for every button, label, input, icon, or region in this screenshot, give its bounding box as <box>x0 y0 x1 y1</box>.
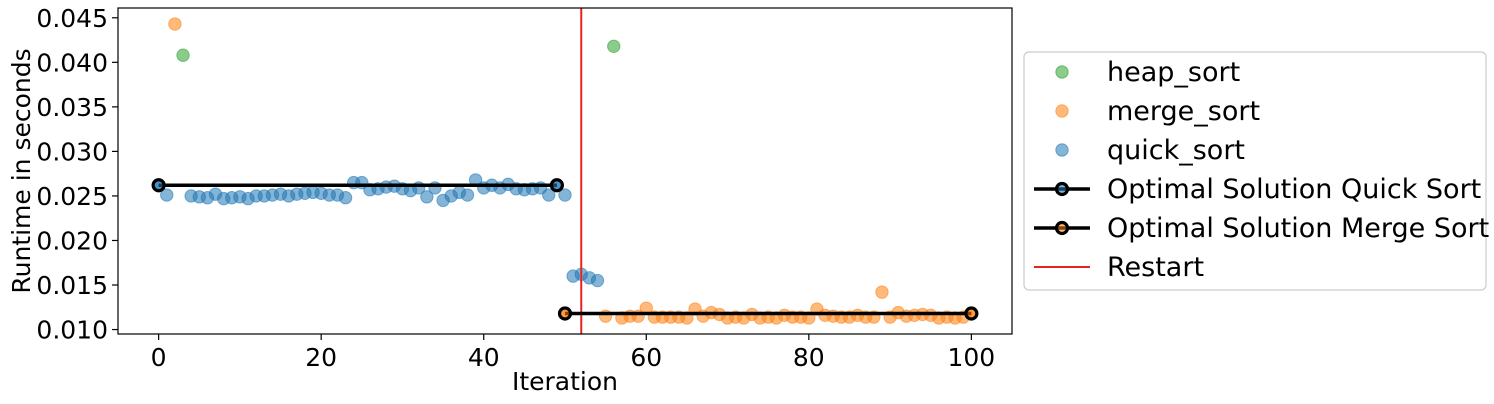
series-optimal-solution-quick-sort <box>151 178 564 193</box>
y-tick-label: 0.030 <box>36 137 108 166</box>
y-tick-label: 0.045 <box>36 4 108 33</box>
data-point <box>590 273 605 288</box>
legend-marker <box>1054 220 1070 236</box>
axes: 0 20 40 60 80 100 0.010 0.015 0.020 0.025 0.030 0.0… <box>7 4 1013 396</box>
y-tick-label: 0.035 <box>36 93 108 122</box>
data-point <box>168 17 182 31</box>
y-tick-label: 0.025 <box>36 182 108 211</box>
data-point <box>558 188 572 202</box>
legend-item: quick_sort <box>1055 135 1245 166</box>
legend-label: Optimal Solution Quick Sort <box>1107 174 1481 205</box>
data-point <box>420 190 434 204</box>
legend-marker <box>1055 65 1069 79</box>
legend-marker <box>1054 181 1070 197</box>
legend-item: Restart <box>1034 252 1204 283</box>
data-point <box>176 48 190 62</box>
data-point <box>607 39 621 54</box>
legend-marker <box>1055 104 1069 118</box>
plot-area <box>151 8 979 334</box>
data-point <box>542 188 556 202</box>
plot-frame <box>117 7 1013 335</box>
legend-label: heap_sort <box>1107 57 1240 88</box>
legend-item: heap_sort <box>1055 57 1240 88</box>
legend-label: Restart <box>1107 252 1204 283</box>
y-tick-label: 0.010 <box>36 316 108 345</box>
optimal-marker <box>549 178 564 193</box>
y-tick-label: 0.040 <box>36 48 108 77</box>
legend-box <box>1023 51 1487 291</box>
x-tick-label: 0 <box>151 343 167 372</box>
y-axis-title: Runtime in seconds <box>7 48 36 293</box>
y-tick-label: 0.015 <box>36 271 108 300</box>
legend: heap_sort merge_sort quick_sort Optimal Sol… <box>1023 51 1489 291</box>
data-point <box>460 188 475 202</box>
series-quick-sort <box>151 173 605 288</box>
x-tick-label: 20 <box>305 343 337 372</box>
x-tick-label: 40 <box>468 343 500 372</box>
x-tick-label: 100 <box>948 343 996 372</box>
series-heap-sort <box>176 39 621 62</box>
x-axis-title: Iteration <box>512 367 618 396</box>
data-point <box>338 191 353 205</box>
x-tick-label: 80 <box>793 343 825 372</box>
legend-label: quick_sort <box>1107 135 1245 166</box>
legend-label: Optimal Solution Merge Sort <box>1107 213 1489 244</box>
optimal-marker <box>964 306 979 321</box>
legend-marker <box>1055 143 1069 157</box>
optimal-marker <box>557 306 573 321</box>
y-tick-label: 0.020 <box>36 226 108 255</box>
series-optimal-solution-merge-sort <box>557 306 979 321</box>
data-point <box>875 285 889 299</box>
legend-label: merge_sort <box>1107 96 1260 127</box>
data-point <box>160 188 174 202</box>
legend-item: Optimal Solution Merge Sort <box>1034 213 1489 244</box>
legend-item: Optimal Solution Quick Sort <box>1034 174 1481 205</box>
x-tick-label: 60 <box>630 343 662 372</box>
legend-item: merge_sort <box>1055 96 1260 127</box>
optimal-marker <box>151 178 166 193</box>
